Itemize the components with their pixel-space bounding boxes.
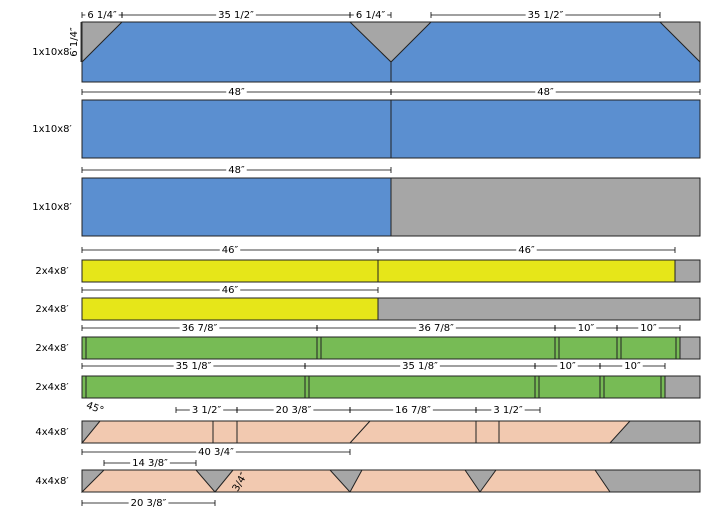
- label-bg: [535, 87, 556, 97]
- board-label: 2x4x8′: [35, 304, 69, 315]
- board-label: 4x4x8′: [35, 427, 69, 438]
- label-bg: [273, 405, 314, 415]
- board-label: 1x10x8′: [32, 202, 72, 213]
- dimension-label: 35 1/8″: [176, 361, 212, 372]
- board-piece: [534, 375, 601, 399]
- dimension-label: 46″: [518, 245, 535, 256]
- dimension-label: 6 1/4″: [69, 27, 80, 57]
- label-bg: [226, 165, 247, 175]
- board-piece: [81, 21, 392, 83]
- dimension-label: 40 3/4″: [198, 447, 234, 458]
- board-label: 2x4x8′: [35, 382, 69, 393]
- board-piece: [81, 336, 318, 360]
- label-bg: [196, 447, 236, 457]
- board-label: 4x4x8′: [35, 476, 69, 487]
- label-bg: [85, 10, 119, 20]
- board-piece: [316, 336, 556, 360]
- board-piece: [349, 469, 481, 493]
- dimension-label: 36 7/8″: [418, 323, 454, 334]
- label-bg: [516, 245, 537, 255]
- label-bg: [400, 361, 440, 371]
- label-bg: [638, 323, 659, 333]
- dimension-label: 10″: [624, 361, 641, 372]
- label-bg: [216, 10, 256, 20]
- dimension-label: 48″: [228, 87, 245, 98]
- label-bg: [226, 87, 247, 97]
- dimension-label: 36 7/8″: [182, 323, 218, 334]
- board-piece: [213, 469, 352, 493]
- dimension-label: 6 1/4″: [356, 10, 386, 21]
- dimension-label: 16 7/8″: [395, 405, 431, 416]
- label-bg: [189, 405, 224, 415]
- label-bg: [557, 361, 578, 371]
- board-piece: [80, 420, 632, 444]
- label-bg: [128, 498, 169, 508]
- board-piece: [599, 375, 666, 399]
- dimension-label: 10″: [578, 323, 595, 334]
- board-label: 2x4x8′: [35, 343, 69, 354]
- label-bg: [353, 10, 388, 20]
- board-label: 2x4x8′: [35, 266, 69, 277]
- label-bg: [525, 10, 566, 20]
- dimension-label: 20 3/8″: [131, 498, 167, 509]
- board-piece: [479, 469, 611, 493]
- dimension-label: 48″: [537, 87, 554, 98]
- dimension-label: 10″: [640, 323, 657, 334]
- board-piece: [81, 259, 379, 283]
- board-label: 1x10x8′: [32, 124, 72, 135]
- board-piece: [80, 469, 217, 493]
- dimension-label: 46″: [222, 285, 239, 296]
- label-bg: [416, 323, 456, 333]
- label-bg: [179, 323, 220, 333]
- label-bg: [173, 361, 214, 371]
- dimension-label: 3 1/2″: [493, 405, 523, 416]
- board-piece: [390, 99, 701, 159]
- label-bg: [575, 323, 597, 333]
- board-piece: [304, 375, 536, 399]
- dimension-label: 35 1/2″: [528, 10, 564, 21]
- dimension-label: 48″: [228, 165, 245, 176]
- dimension-label: 20 3/8″: [276, 405, 312, 416]
- dimension-label: 45°: [85, 400, 105, 416]
- dimension-label: 46″: [222, 245, 239, 256]
- board-piece: [81, 99, 392, 159]
- board-piece: [377, 259, 676, 283]
- board-label: 1x10x8′: [32, 47, 72, 58]
- dimension-label: 6 1/4″: [87, 10, 117, 21]
- board-piece: [616, 336, 681, 360]
- board-piece: [81, 177, 392, 237]
- label-bg: [622, 361, 643, 371]
- label-bg: [219, 285, 241, 295]
- board-piece: [390, 21, 701, 83]
- board-piece: [554, 336, 618, 360]
- label-bg: [491, 405, 525, 415]
- board-piece: [81, 297, 379, 321]
- label-bg: [219, 245, 241, 255]
- dimension-label: 35 1/8″: [402, 361, 438, 372]
- dimension-label: 3 1/2″: [192, 405, 222, 416]
- label-bg: [130, 458, 170, 468]
- cut-line: [349, 420, 371, 444]
- dimension-label: 35 1/2″: [218, 10, 254, 21]
- dimension-label: 10″: [559, 361, 576, 372]
- dimension-label: 14 3/8″: [132, 458, 168, 469]
- label-bg: [393, 405, 433, 415]
- board-piece: [81, 375, 306, 399]
